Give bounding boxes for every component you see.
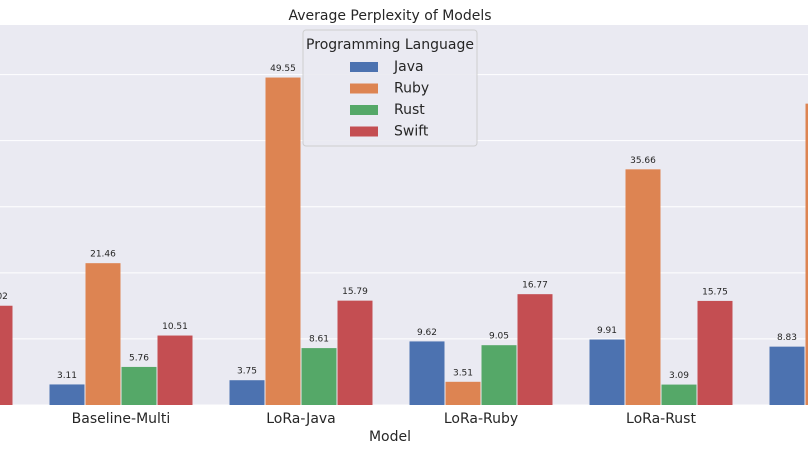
bar [409,341,445,405]
bar [445,381,481,405]
bar [517,294,553,405]
value-label: 15.75 [702,287,728,297]
value-label: 15.79 [342,287,368,297]
bar [49,384,85,405]
bar [85,263,121,405]
legend-title: Programming Language [306,37,474,53]
legend-swatch [350,105,378,115]
value-label: 3.51 [453,368,473,378]
value-label: 49.55 [270,64,296,74]
legend-label: Java [393,59,424,75]
value-label: 8.83 [777,333,797,343]
legend-swatch [350,83,378,94]
x-axis-label: Model [369,429,411,445]
x-tick-label: LoRa-Java [266,411,336,427]
value-label: 9.91 [597,326,617,336]
bar [661,384,697,405]
bar [589,339,625,405]
value-label: 16.77 [522,281,548,291]
bar [625,169,661,405]
bar [337,300,373,405]
bar [301,348,337,405]
value-label: 9.05 [489,332,509,342]
legend-label: Swift [394,124,429,140]
bar [265,77,301,406]
legend-swatch [350,62,378,72]
bar [481,345,517,405]
value-label: 3.75 [237,367,257,377]
bar [157,335,193,405]
legend-swatch [350,126,378,137]
value-label: 21.46 [90,250,116,260]
value-label: 5.76 [129,353,149,363]
value-label: 9.62 [417,328,437,338]
value-label: 8.61 [309,335,329,345]
value-label: 35.66 [630,156,656,166]
x-tick-label: LoRa-Rust [626,411,696,427]
x-tick-label: Baseline-Multi [72,411,171,427]
bar [229,380,265,405]
legend-label: Rust [394,102,425,118]
value-label: 10.51 [162,322,188,332]
bar [121,366,157,405]
legend-box [302,29,478,147]
x-tick-label: LoRa-Ruby [444,411,518,427]
bar [769,346,805,405]
value-label: 15.02 [0,292,8,302]
value-label: 3.09 [669,371,689,381]
value-label: 3.11 [57,371,77,381]
bar [0,305,13,405]
bar [805,103,808,405]
chart-title: Average Perplexity of Models [288,8,491,24]
bar [697,300,733,405]
legend-label: Ruby [394,81,429,97]
legend: Programming Language Java Ruby Rust Swift [302,29,478,147]
